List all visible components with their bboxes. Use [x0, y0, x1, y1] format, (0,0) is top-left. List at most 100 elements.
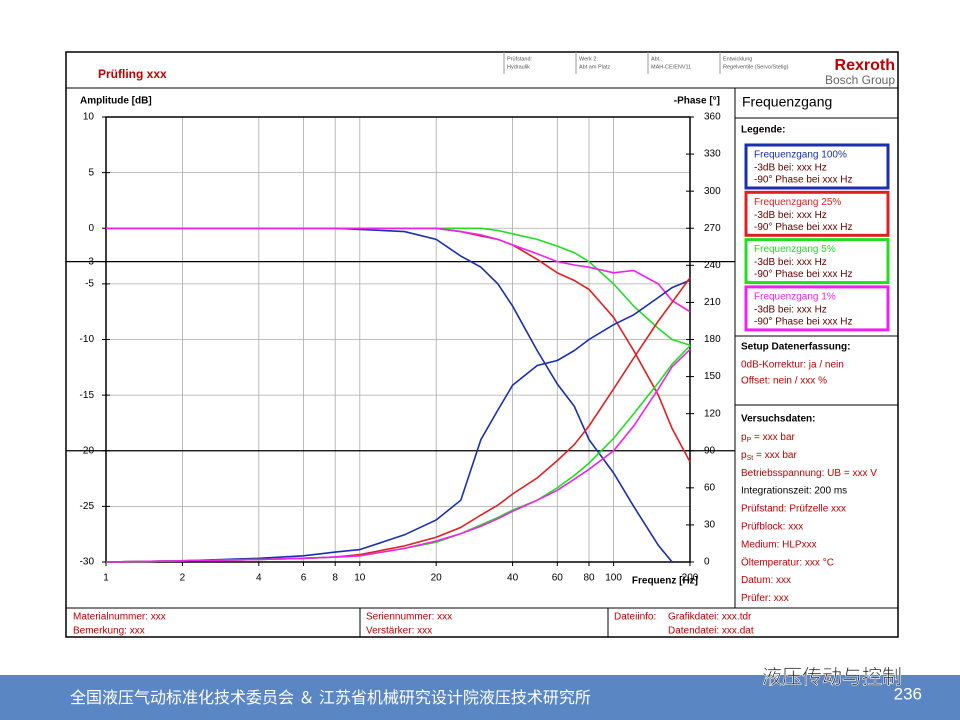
header-cell: Abt am Platz [579, 64, 610, 70]
test-item-part: Prüfblock: xxx [741, 521, 803, 532]
test-item: Prüfstand: Prüfzelle xxx [741, 503, 846, 514]
footer-text: Bemerkung: xxx [73, 626, 145, 637]
y2-tick-label: 150 [704, 371, 721, 382]
header-cell: Regelventile (Servo/Stetig) [723, 64, 789, 70]
test-item-sub: P [747, 437, 752, 444]
test-item-part: = xxx bar [751, 432, 795, 443]
header-cell: Hydraulik [507, 64, 530, 70]
header-title: Prüfling xxx [98, 67, 167, 81]
test-item-part: = xxx bar [753, 450, 797, 461]
test-item-part: Datum: xxx [741, 575, 791, 586]
test-item: Prüfer: xxx [741, 593, 789, 604]
y-tick-label: 0 [88, 223, 94, 234]
header-cell: Werk 2: [579, 56, 598, 62]
y2-tick-label: 240 [704, 260, 721, 271]
header-cell: Prüfstand: [507, 56, 533, 62]
test-item: pP = xxx bar [741, 432, 796, 445]
x-tick-label: 10 [354, 573, 366, 584]
footer-text: Materialnummer: xxx [73, 612, 166, 623]
test-item-part: Integrationszeit: 200 ms [741, 485, 847, 496]
test-item-part: Prüfer: xxx [741, 593, 789, 604]
x-tick-label: 2 [180, 573, 186, 584]
y2-tick-label: 180 [704, 334, 721, 345]
x-axis-label: Frequenz [Hz] [632, 576, 698, 587]
footer-text: Datendatei: xxx.dat [668, 626, 754, 637]
test-item-part: p [741, 450, 747, 461]
legend-name: Frequenzgang 5% [754, 244, 836, 255]
y2-tick-label: 300 [704, 186, 721, 197]
legend-box [744, 238, 890, 285]
banner-logo: 液压传动与控制 [762, 665, 902, 688]
test-item: Öltemperatur: xxx °C [741, 556, 834, 568]
x-tick-label: 40 [507, 573, 519, 584]
amplitude-line [106, 227, 691, 313]
header-cell: Entwicklung [723, 56, 752, 62]
y-tick-label: -20 [80, 445, 95, 456]
y2-tick-label: 270 [704, 223, 721, 234]
footer-text: Dateiinfo: [614, 612, 656, 623]
brand-sub: Bosch Group [825, 73, 895, 87]
test-item: Betriebsspannung: UB = xxx V [741, 467, 877, 478]
setup-item: Offset: nein / xxx % [741, 376, 827, 387]
legend-note: -3dB bei: xxx Hz [754, 305, 827, 316]
footer-text: Grafikdatei: xxx.tdr [668, 612, 752, 623]
y2-tick-label: 120 [704, 408, 721, 419]
y2-tick-label: 360 [704, 112, 721, 123]
test-item-part: Prüfstand: Prüfzelle xxx [741, 503, 846, 514]
legend-note: -90° Phase bei xxx Hz [754, 222, 853, 233]
test-item-sub: St [747, 455, 754, 462]
legend-box [744, 190, 890, 237]
x-tick-label: 100 [605, 573, 622, 584]
banner [0, 675, 960, 720]
panel-title: Frequenzgang [742, 94, 832, 110]
x-tick-label: 8 [332, 573, 338, 584]
brand: Rexroth [835, 57, 895, 74]
test-item: Integrationszeit: 200 ms [741, 485, 847, 496]
test-item-part: Öltemperatur: xxx °C [741, 556, 834, 568]
phase-line [105, 279, 691, 563]
y-tick-label: 5 [88, 167, 94, 178]
y-tick-label: -15 [80, 390, 95, 401]
y-tick-label: -25 [80, 501, 95, 512]
y2-tick-label: 30 [704, 520, 716, 531]
x-tick-label: 200 [682, 573, 699, 584]
y2-tick-label: 0 [704, 557, 710, 568]
legend-note: -3dB bei: xxx Hz [754, 210, 827, 221]
footer-text: Seriennummer: xxx [366, 612, 452, 623]
x-tick-label: 4 [256, 573, 262, 584]
x-tick-label: 6 [301, 573, 307, 584]
legend-note: -90° Phase bei xxx Hz [754, 317, 853, 328]
test-item-part: Medium: HLPxxx [741, 539, 817, 550]
header-cell: MAH-CE/ENV11 [651, 64, 691, 70]
test-item: Datum: xxx [741, 575, 791, 586]
legend-name: Frequenzgang 100% [754, 150, 847, 161]
test-item: pSt = xxx bar [741, 450, 797, 463]
legend-box [744, 285, 890, 332]
y-tick-label: 10 [83, 112, 95, 123]
legend-name: Frequenzgang 1% [754, 292, 836, 303]
test-item-part: p [741, 432, 747, 443]
legend-title: Legende: [741, 125, 785, 136]
test-item-part: Betriebsspannung: UB = xxx V [741, 467, 877, 478]
x-tick-label: 80 [583, 573, 595, 584]
test-item: Medium: HLPxxx [741, 539, 817, 550]
y2-tick-label: 60 [704, 482, 716, 493]
y2-tick-label: 90 [704, 445, 716, 456]
legend-name: Frequenzgang 25% [754, 197, 841, 208]
test-item: Prüfblock: xxx [741, 521, 803, 532]
banner-text: 全国液压气动标准化技术委员会 ＆ 江苏省机械研究设计院液压技术研究所 [70, 689, 591, 707]
y2-tick-label: 330 [704, 149, 721, 160]
setup-title: Setup Datenerfassung: [741, 342, 850, 353]
footer-text: Verstärker: xxx [366, 626, 432, 637]
y2-tick-label: 210 [704, 297, 721, 308]
y-tick-label: -10 [80, 334, 95, 345]
y-axis-label: Amplitude [dB] [80, 96, 152, 107]
y-tick-label: -3 [85, 256, 94, 267]
x-tick-label: 20 [431, 573, 443, 584]
setup-item: 0dB-Korrektur: ja / nein [741, 360, 844, 371]
page-number: 236 [894, 684, 922, 703]
legend-note: -3dB bei: xxx Hz [754, 163, 827, 174]
y-tick-label: -30 [80, 557, 95, 568]
